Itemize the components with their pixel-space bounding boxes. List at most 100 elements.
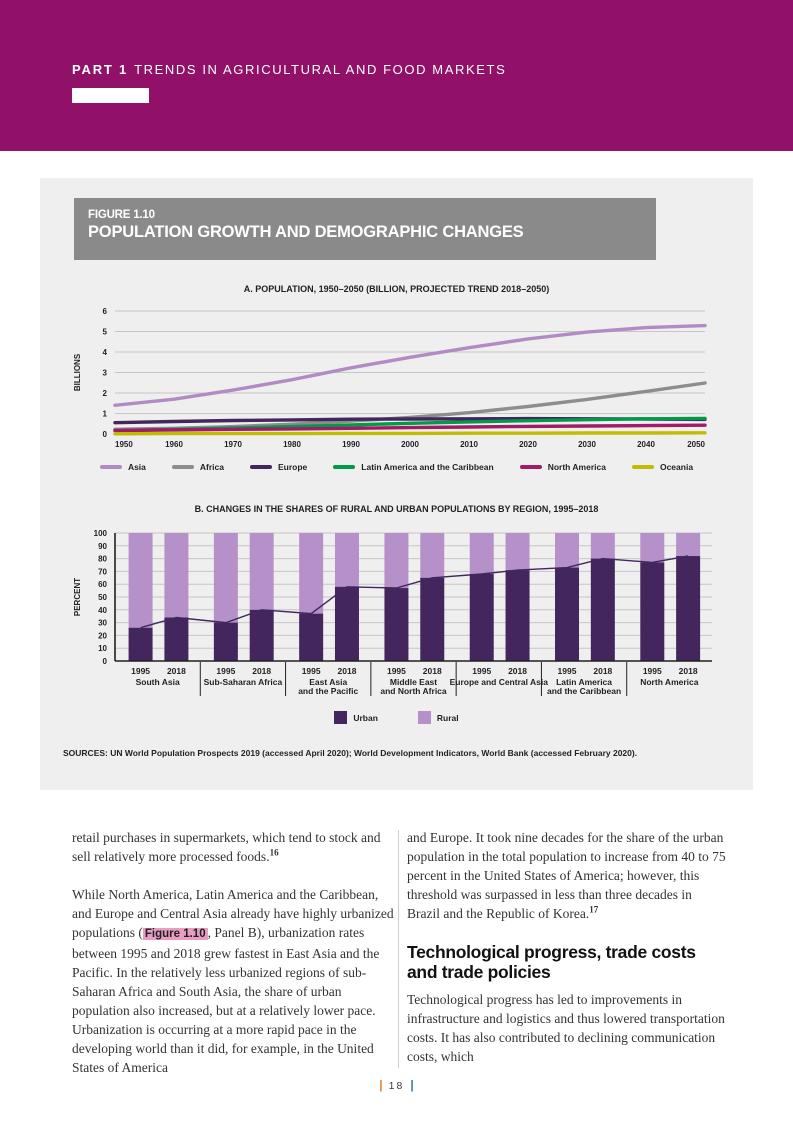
part-header-band: PART 1 TRENDS IN AGRICULTURAL AND FOOD MA…	[0, 0, 793, 151]
legend-item-asia: Asia	[99, 462, 146, 472]
legend-label: North America	[547, 462, 606, 472]
svg-text:0: 0	[103, 657, 108, 666]
svg-text:2030: 2030	[578, 440, 596, 449]
rural-bar	[640, 533, 665, 563]
svg-text:2018: 2018	[167, 666, 186, 676]
paragraph: and Europe. It took nine decades for the…	[407, 828, 727, 923]
urban-bar	[505, 570, 530, 661]
rural-bar	[505, 533, 530, 571]
rural-bar	[299, 533, 324, 614]
svg-text:2000: 2000	[401, 440, 419, 449]
chart-b-legend: Urban Rural	[40, 711, 753, 724]
rural-bar	[384, 533, 409, 589]
y-axis-label: BILLIONS	[73, 353, 82, 391]
urban-bar	[384, 588, 409, 661]
svg-text:3: 3	[103, 369, 108, 378]
svg-text:1: 1	[103, 410, 108, 419]
legend-swatch	[171, 465, 194, 469]
svg-text:1950: 1950	[115, 440, 133, 449]
svg-text:5: 5	[103, 328, 108, 337]
legend-label: Rural	[436, 712, 459, 723]
urban-trend-line	[140, 555, 689, 629]
svg-text:1995: 1995	[131, 666, 150, 676]
paragraph-text: , Panel B), urbanization rates between 1…	[72, 925, 380, 1075]
svg-text:2010: 2010	[460, 440, 478, 449]
section-heading: Technological progress, trade costs and …	[407, 942, 696, 983]
legend-swatch	[250, 465, 272, 469]
legend-label: Africa	[199, 462, 224, 472]
rural-bar	[676, 533, 701, 557]
svg-text:40: 40	[98, 606, 107, 615]
legend-swatch	[631, 465, 654, 469]
svg-text:1980: 1980	[283, 440, 301, 449]
chart-a-title: A. POPULATION, 1950–2050 (BILLION, PROJE…	[243, 284, 550, 294]
legend-item-europe: Europe	[250, 462, 307, 472]
rural-bar	[334, 533, 359, 587]
svg-text:Middle East: Middle East	[390, 677, 437, 687]
legend-item-oceania: Oceania	[631, 462, 694, 472]
svg-text:60: 60	[98, 580, 107, 589]
svg-text:2050: 2050	[687, 440, 705, 449]
svg-text:and the Pacific: and the Pacific	[298, 686, 358, 696]
legend-item-africa: Africa	[171, 462, 224, 472]
svg-text:1970: 1970	[224, 440, 242, 449]
svg-text:1995: 1995	[302, 666, 321, 676]
svg-text:2018: 2018	[679, 666, 698, 676]
paragraph: retail purchases in supermarkets, which …	[72, 828, 394, 866]
paragraph-text: Technological progress has led to improv…	[407, 992, 725, 1065]
legend-item-north-america: North America	[519, 462, 606, 472]
footnote-ref-17[interactable]: 17	[589, 904, 599, 915]
svg-text:1995: 1995	[472, 666, 491, 676]
legend-item-latin-america-and-the-caribbean: Latin America and the Caribbean	[333, 462, 494, 472]
svg-text:1990: 1990	[342, 440, 360, 449]
urban-bar	[555, 567, 580, 661]
svg-text:10: 10	[98, 644, 107, 653]
svg-text:70: 70	[98, 567, 107, 576]
legend-swatch	[333, 465, 356, 469]
legend-item-urban: Urban	[334, 711, 378, 724]
legend-swatch	[417, 711, 431, 724]
figure-label: FIGURE 1.10	[88, 209, 155, 221]
svg-text:2018: 2018	[338, 666, 357, 676]
svg-text:2040: 2040	[637, 440, 655, 449]
figure-title: POPULATION GROWTH AND DEMOGRAPHIC CHANGE…	[88, 223, 524, 242]
svg-text:1995: 1995	[387, 666, 406, 676]
svg-text:Sub-Saharan Africa: Sub-Saharan Africa	[204, 677, 283, 687]
svg-text:2018: 2018	[593, 666, 612, 676]
svg-text:0: 0	[103, 430, 108, 439]
svg-text:50: 50	[98, 593, 107, 602]
urban-bar	[213, 622, 238, 661]
series-line-asia	[113, 323, 707, 408]
svg-text:80: 80	[98, 555, 107, 564]
footnote-ref-16[interactable]: 16	[269, 847, 279, 858]
page-number: 18	[388, 1080, 405, 1092]
svg-text:2: 2	[103, 389, 108, 398]
rural-bar	[590, 533, 615, 559]
rural-bar	[420, 533, 445, 578]
figure-reference-link[interactable]: Figure 1.10	[142, 928, 208, 940]
svg-text:2020: 2020	[519, 440, 537, 449]
paragraph-text: retail purchases in supermarkets, which …	[72, 830, 381, 864]
svg-text:1995: 1995	[643, 666, 662, 676]
y-axis-label: PERCENT	[73, 578, 82, 616]
legend-swatch	[334, 711, 348, 724]
urban-bar	[590, 558, 615, 661]
footer-bar-right: |	[410, 1078, 414, 1092]
urban-bar	[164, 617, 189, 661]
legend-label: Europe	[278, 462, 308, 472]
rural-bar	[213, 533, 238, 623]
rural-bar	[555, 533, 580, 568]
svg-text:1995: 1995	[216, 666, 235, 676]
svg-text:2018: 2018	[508, 666, 527, 676]
rural-bar	[249, 533, 274, 610]
urban-bar	[640, 562, 665, 661]
svg-text:Latin America: Latin America	[556, 677, 612, 687]
svg-text:30: 30	[98, 619, 107, 628]
rural-bar	[469, 533, 494, 574]
part-header: PART 1 TRENDS IN AGRICULTURAL AND FOOD MA…	[72, 62, 506, 77]
series-line-oceania	[113, 431, 707, 436]
legend-label: Oceania	[659, 462, 694, 472]
part-label: PART 1	[72, 62, 129, 77]
